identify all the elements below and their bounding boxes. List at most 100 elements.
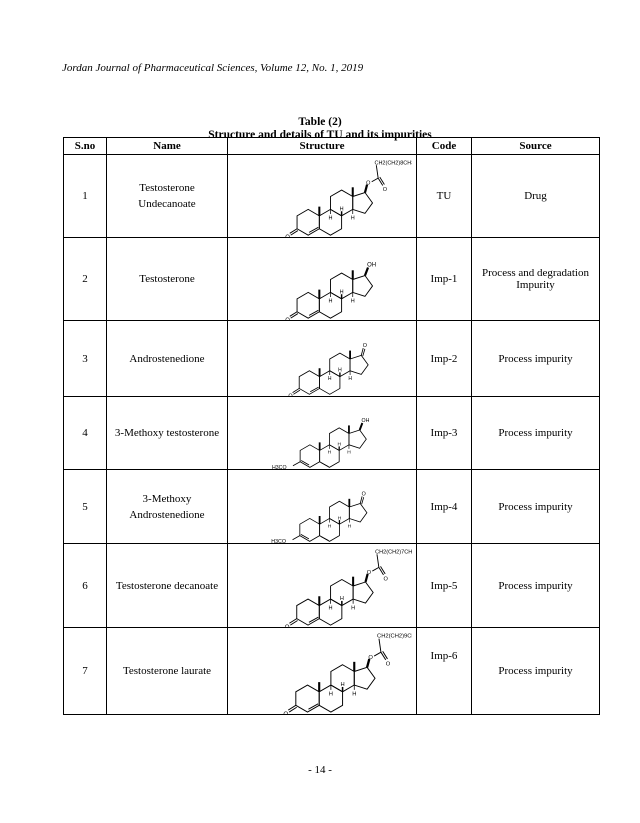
c17-oh-bond [363, 266, 370, 276]
double-bond-c5-c6 [320, 461, 329, 467]
double-bond-c5-c6 [320, 535, 329, 541]
chain-bond [375, 164, 379, 178]
cell-code: Imp-2 [416, 320, 472, 397]
ring-a [295, 683, 320, 713]
hydrogen-label: H [337, 441, 341, 447]
cell-code: TU [416, 154, 472, 238]
cell-structure: H H H H3CO OH [227, 396, 417, 470]
double-bond-c4-c5 [308, 226, 319, 233]
carbonyl-bond [287, 704, 297, 711]
cell-code: Imp-6 [416, 627, 472, 715]
cell-name: Testosterone Undecanoate [106, 154, 228, 238]
table-row: 4 3-Methoxy testosterone H H H H3CO OH Imp-3 Pro… [63, 396, 600, 470]
carbonyl-bond [379, 176, 385, 185]
c17-o-bond [363, 183, 369, 193]
cell-code: Imp-3 [416, 396, 472, 470]
methoxy-bond [292, 534, 301, 540]
cell-code: Imp-4 [416, 469, 472, 544]
cell-structure: H H H O O O CH2(CH2)8CH3 [227, 154, 417, 238]
hydrogen-label: H [351, 215, 355, 221]
hydrogen-label: H [328, 523, 332, 529]
carbonyl-bond [293, 389, 301, 395]
cell-sno: 3 [63, 320, 107, 397]
double-bond-c3-c4 [300, 533, 310, 539]
header-source: Source [471, 137, 600, 155]
header-sno: S.no [63, 137, 107, 155]
ring-a [296, 208, 320, 236]
hydrogen-label: H [347, 449, 351, 455]
ring-a [299, 517, 321, 542]
ester-bond [371, 177, 379, 182]
methoxy-label: H3CO [272, 465, 287, 469]
chain-bond [378, 638, 382, 652]
ester-bond [373, 651, 382, 656]
table-row: 5 3-Methoxy Androstenedione H H H H3CO O Imp-4 P… [63, 469, 600, 544]
hydrogen-label: H [338, 367, 342, 373]
double-bond-c4-c5 [308, 309, 319, 316]
ring-d [348, 502, 368, 522]
oxygen-label: O [283, 710, 288, 713]
double-bond-c4-c5 [308, 616, 319, 623]
hydrogen-label: H [338, 515, 342, 521]
hydrogen-label: H [328, 449, 332, 455]
ring-d [353, 666, 376, 690]
cell-sno: 2 [63, 237, 107, 321]
cell-code: Imp-1 [416, 237, 472, 321]
acyl-chain-label: CH2(CH2)9CH3 [377, 633, 412, 639]
cell-source: Process impurity [471, 469, 600, 544]
cell-source: Process impurity [471, 627, 600, 715]
oxygen-label: O [285, 317, 290, 319]
cell-source: Drug [471, 154, 600, 238]
c17-o-bond [364, 573, 369, 582]
hydrogen-label: H [351, 298, 355, 304]
cell-source: Process impurity [471, 543, 600, 628]
table-header-row: S.no Name Structure Code Source [63, 137, 600, 155]
ring-d [352, 580, 374, 604]
carbonyl-bond [289, 227, 298, 234]
c17-o-bond [365, 658, 371, 668]
hydrogen-label: H [329, 605, 333, 611]
ring-d [352, 191, 374, 214]
ester-oxygen-label: O [366, 180, 371, 186]
cell-source: Process impurity [471, 396, 600, 470]
cell-code: Imp-5 [416, 543, 472, 628]
ring-a [296, 291, 320, 319]
ketone-oxygen-label: O [363, 343, 367, 349]
header-structure: Structure [227, 137, 417, 155]
hydrogen-label: H [340, 206, 344, 212]
carbonyl-bond [377, 177, 384, 186]
cell-name: Androstenedione [106, 320, 228, 397]
acyl-chain-label: CH2(CH2)7CH3 [375, 549, 412, 555]
steroid-structure-drawing: H H H O O O CH2(CH2)8CH3 [285, 160, 412, 237]
carbonyl-bond [380, 565, 386, 574]
methoxy-bond [292, 460, 301, 466]
ring-d [348, 429, 367, 449]
ester-oxygen-label: O [368, 654, 373, 660]
steroid-structure-drawing: H H H O O O CH2(CH2)7CH3 [285, 549, 412, 627]
cell-name: 3-Methoxy Androstenedione [106, 469, 228, 544]
ketone-oxygen-label: O [362, 491, 366, 497]
header-name: Name [106, 137, 228, 155]
cell-sno: 5 [63, 469, 107, 544]
carbonyl-bond [289, 310, 298, 317]
c17-ketone-bond [362, 348, 366, 356]
acyl-chain-label: CH2(CH2)8CH3 [374, 160, 412, 166]
cell-sno: 6 [63, 543, 107, 628]
carbonyl-oxygen-label: O [384, 576, 389, 582]
carbonyl-bond [288, 706, 297, 712]
hydrogen-label: H [340, 595, 344, 601]
cell-structure: H H H O OH [227, 237, 417, 321]
carbonyl-bond [290, 229, 299, 236]
hydrogen-label: H [328, 376, 332, 382]
oxygen-label: O [285, 234, 290, 236]
cell-structure: H H H O O O CH2(CH2)7CH3 [227, 543, 417, 628]
cell-sno: 1 [63, 154, 107, 238]
carbonyl-bond [290, 619, 298, 626]
steroid-structure-drawing: H H H O O O CH2(CH2)9CH3 [283, 633, 412, 713]
ester-oxygen-label: O [367, 569, 372, 575]
